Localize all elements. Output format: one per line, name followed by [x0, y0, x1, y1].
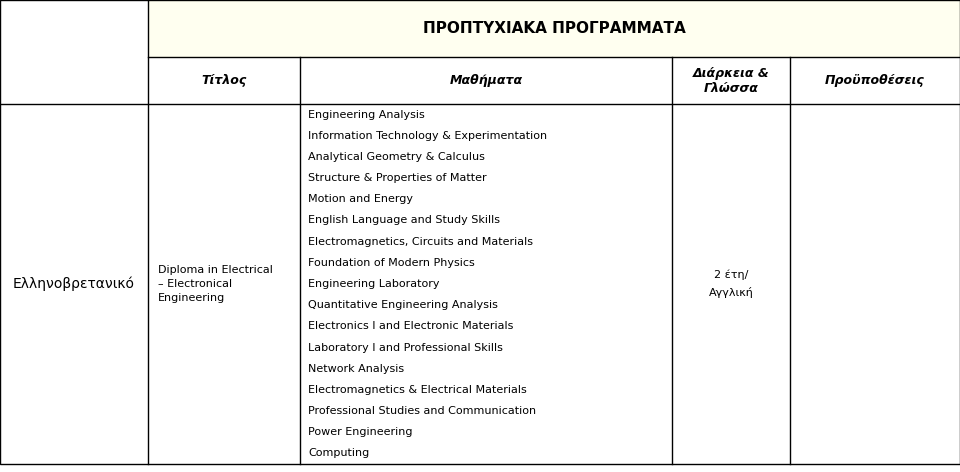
Text: Diploma in Electrical
– Electronical
Engineering: Diploma in Electrical – Electronical Eng…	[158, 265, 273, 303]
Text: Professional Studies and Communication: Professional Studies and Communication	[308, 406, 536, 416]
Text: Engineering Analysis: Engineering Analysis	[308, 110, 424, 119]
Text: Laboratory I and Professional Skills: Laboratory I and Professional Skills	[308, 343, 503, 353]
Text: Διάρκεια &
Γλώσσα: Διάρκεια & Γλώσσα	[692, 67, 769, 94]
Text: Μαθήματα: Μαθήματα	[449, 74, 522, 87]
Text: Quantitative Engineering Analysis: Quantitative Engineering Analysis	[308, 300, 498, 310]
Text: 2 έτη/
Αγγλική: 2 έτη/ Αγγλική	[708, 270, 754, 298]
Text: Motion and Energy: Motion and Energy	[308, 194, 413, 204]
Text: Information Technology & Experimentation: Information Technology & Experimentation	[308, 131, 547, 141]
Text: Ελληνοβρετανικό: Ελληνοβρετανικό	[13, 277, 135, 291]
Text: English Language and Study Skills: English Language and Study Skills	[308, 216, 500, 226]
Text: Foundation of Modern Physics: Foundation of Modern Physics	[308, 258, 475, 268]
Text: Electromagnetics & Electrical Materials: Electromagnetics & Electrical Materials	[308, 385, 527, 395]
Text: ΠΡΟΠΤΥΧΙΑΚΑ ΠΡΟΓΡΑΜΜΑΤΑ: ΠΡΟΠΤΥΧΙΑΚΑ ΠΡΟΓΡΑΜΜΑΤΑ	[422, 21, 685, 36]
Text: Engineering Laboratory: Engineering Laboratory	[308, 279, 440, 289]
Text: Electronics I and Electronic Materials: Electronics I and Electronic Materials	[308, 321, 514, 331]
Text: Power Engineering: Power Engineering	[308, 427, 413, 437]
Text: Analytical Geometry & Calculus: Analytical Geometry & Calculus	[308, 152, 485, 162]
Text: Computing: Computing	[308, 448, 370, 458]
Text: Structure & Properties of Matter: Structure & Properties of Matter	[308, 173, 487, 183]
Text: Προϋποθέσεις: Προϋποθέσεις	[826, 74, 924, 87]
Text: Electromagnetics, Circuits and Materials: Electromagnetics, Circuits and Materials	[308, 236, 533, 247]
Bar	[148, 0, 960, 57]
Text: Network Analysis: Network Analysis	[308, 364, 404, 374]
Text: Τίτλος: Τίτλος	[202, 74, 247, 87]
